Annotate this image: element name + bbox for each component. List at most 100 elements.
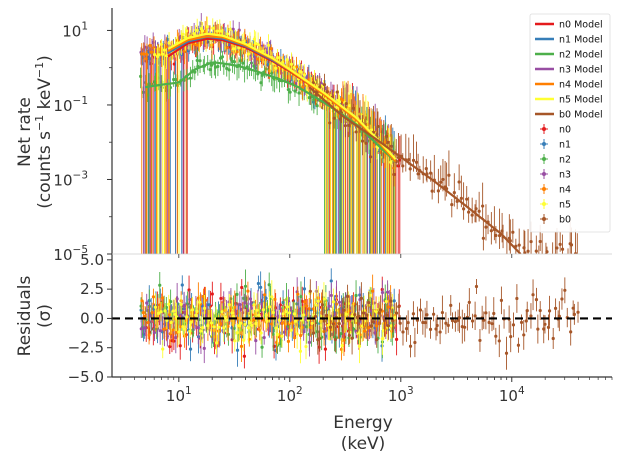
residual-point — [344, 312, 348, 316]
data-point — [477, 209, 481, 213]
x-tick-label: 101 — [166, 385, 192, 405]
residual-point — [140, 299, 144, 303]
residual-point — [348, 330, 352, 334]
residual-point — [432, 312, 436, 316]
residual-point — [350, 336, 354, 340]
residual-point — [305, 325, 309, 329]
residual-point — [195, 309, 199, 313]
residual-point — [173, 312, 177, 317]
residual-point — [190, 308, 195, 312]
data-point — [328, 121, 332, 125]
residual-point — [188, 297, 192, 302]
residual-point — [270, 295, 274, 299]
residual-point — [277, 318, 281, 322]
data-point — [246, 52, 250, 56]
residual-point — [453, 320, 457, 324]
residual-point — [316, 299, 320, 303]
data-point — [148, 43, 152, 48]
data-point — [344, 101, 348, 106]
spectrum-panel — [139, 13, 578, 282]
data-point — [220, 55, 225, 59]
residual-point — [318, 336, 322, 341]
residual-point — [141, 310, 145, 315]
residual-point — [360, 324, 364, 328]
residual-point — [295, 332, 299, 336]
data-point — [534, 249, 538, 253]
residual-point — [377, 311, 381, 315]
residual-point — [408, 344, 413, 348]
residual-point — [569, 330, 573, 334]
data-point — [560, 247, 565, 251]
residual-point — [160, 296, 165, 300]
residual-point — [474, 284, 479, 289]
data-point — [252, 37, 256, 41]
residual-point — [199, 329, 203, 333]
residual-point — [150, 311, 154, 315]
residual-y-tick-label: 0.0 — [80, 309, 104, 327]
data-point — [181, 32, 185, 36]
residual-point — [178, 344, 182, 348]
residual-point — [164, 305, 168, 310]
residual-point — [227, 303, 231, 307]
residual-point — [353, 312, 357, 317]
residual-point — [167, 302, 171, 306]
residual-point — [182, 303, 186, 308]
residual-point — [298, 349, 303, 353]
residual-point — [296, 292, 300, 296]
residual-point — [438, 330, 442, 334]
data-point — [302, 73, 306, 77]
data-point — [145, 52, 149, 56]
data-point — [288, 90, 292, 94]
residual-point — [543, 322, 547, 326]
residual-point — [274, 326, 278, 330]
data-point — [157, 53, 161, 57]
residual-point — [329, 279, 333, 283]
residual-point — [175, 297, 179, 301]
data-point — [164, 54, 169, 58]
residual-point — [300, 325, 304, 329]
data-point — [407, 157, 411, 162]
residual-point — [249, 306, 253, 310]
data-point — [299, 70, 303, 74]
residual-point — [534, 298, 539, 302]
residual-point — [386, 305, 390, 309]
data-point — [519, 279, 522, 282]
data-point — [569, 243, 574, 247]
residual-point — [374, 310, 378, 314]
data-point — [312, 98, 316, 102]
data-point — [195, 28, 199, 33]
residual-point — [315, 330, 319, 334]
residual-point — [255, 308, 259, 312]
residual-point — [238, 303, 242, 307]
residual-point — [302, 330, 306, 334]
residual-point — [259, 331, 263, 335]
residual-point — [303, 317, 307, 321]
residual-point — [242, 354, 246, 358]
residual-point — [248, 321, 252, 325]
legend-marker — [542, 142, 546, 146]
data-point — [370, 128, 374, 132]
data-point — [201, 29, 205, 33]
residual-point — [188, 347, 193, 351]
residual-point — [382, 328, 386, 333]
residual-point — [300, 299, 304, 303]
residual-point — [299, 333, 303, 338]
residual-point — [216, 329, 220, 333]
residual-point — [478, 338, 482, 343]
residual-point — [280, 321, 284, 325]
data-point — [376, 124, 380, 129]
data-point — [537, 256, 540, 259]
x-tick-label: 104 — [499, 385, 525, 405]
residual-point — [392, 299, 396, 303]
residual-point — [145, 301, 149, 305]
residual-point — [357, 344, 362, 348]
residual-point — [322, 319, 326, 323]
legend-label: n1 — [559, 140, 571, 151]
residual-point — [515, 296, 519, 301]
data-point — [294, 65, 299, 69]
residual-point — [450, 319, 455, 323]
residual-point — [457, 316, 462, 320]
data-point — [489, 229, 493, 233]
residual-point — [553, 306, 558, 310]
residual-point — [511, 323, 516, 327]
